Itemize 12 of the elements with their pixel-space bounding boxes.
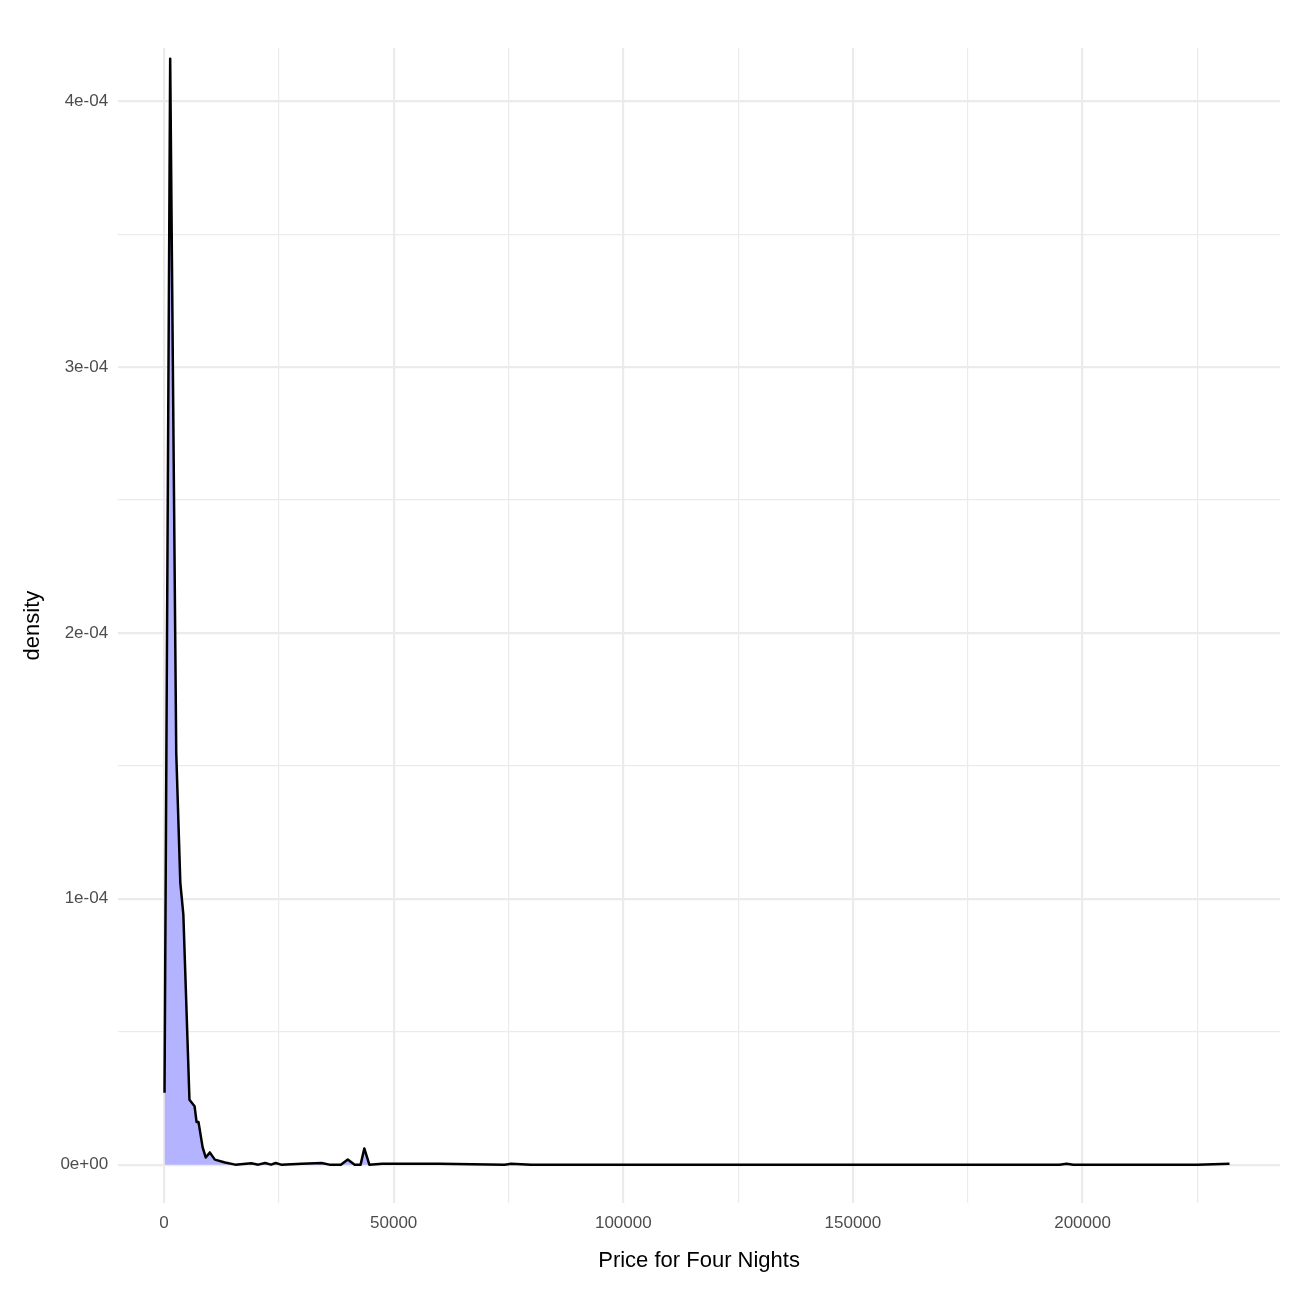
x-tick-label: 150000 bbox=[824, 1213, 882, 1233]
x-axis-title: Price for Four Nights bbox=[598, 1246, 800, 1272]
y-tick-label: 3e-04 bbox=[64, 356, 109, 376]
x-tick-label: 100000 bbox=[594, 1213, 652, 1233]
y-tick-label: 2e-04 bbox=[64, 622, 109, 642]
x-tick-label: 50000 bbox=[370, 1213, 418, 1233]
y-axis-title: density bbox=[19, 590, 45, 661]
y-tick-label: 4e-04 bbox=[64, 90, 109, 110]
x-tick-label: 200000 bbox=[1054, 1213, 1111, 1233]
y-tick-label: 0e+00 bbox=[60, 1154, 109, 1174]
x-tick-label: 0 bbox=[159, 1213, 169, 1233]
y-tick-label: 1e-04 bbox=[64, 888, 109, 908]
